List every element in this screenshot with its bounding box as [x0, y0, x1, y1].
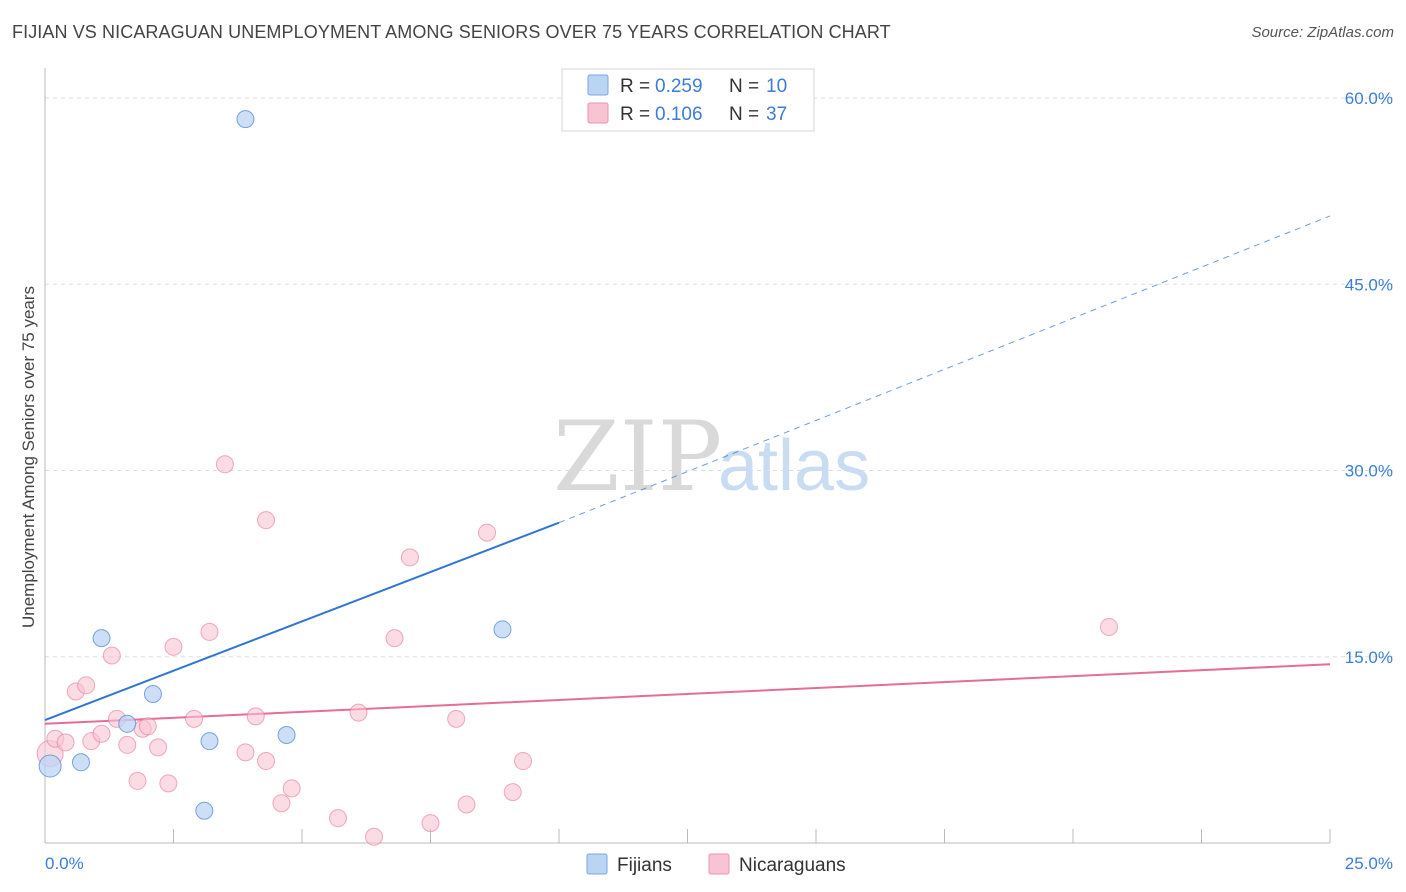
nicaraguans-point: [215, 455, 234, 474]
nicaraguans-point: [128, 771, 147, 790]
chart-title: FIJIAN VS NICARAGUAN UNEMPLOYMENT AMONG …: [12, 22, 891, 42]
legend-fijians-r-value: 0.259: [655, 76, 703, 97]
legend-nicaraguans-r-label: R =: [620, 104, 650, 125]
grid-lines: [45, 97, 1393, 658]
fijians-point: [493, 620, 512, 639]
y-tick-label: 15.0%: [1345, 648, 1393, 667]
source-credit: Source: ZipAtlas.com: [1251, 24, 1394, 41]
fijians-point: [277, 725, 296, 744]
nicaraguans-point: [478, 523, 497, 542]
x-tick-label: 0.0%: [45, 854, 84, 873]
watermark: ZIP atlas: [553, 401, 870, 513]
y-tick-label: 30.0%: [1345, 462, 1393, 481]
nicaraguans-point: [56, 733, 75, 752]
nicaraguans-point: [503, 783, 522, 802]
nicaraguans-point: [257, 752, 276, 771]
bottom-legend-nicaraguans-swatch: [708, 853, 730, 875]
fijians-point: [38, 754, 62, 778]
nicaraguans-point: [514, 752, 533, 771]
bottom-legend: Fijians Nicaraguans: [586, 853, 846, 876]
nicaraguans-point: [328, 809, 347, 828]
nicaraguans-point: [149, 738, 168, 757]
nicaraguans-point: [257, 511, 276, 530]
nicaraguans-point: [447, 709, 466, 728]
fijians-point: [71, 753, 90, 772]
nicaraguans-point: [77, 676, 96, 695]
bottom-legend-fijians-label: Fijians: [617, 855, 672, 876]
nicaraguans-point: [159, 774, 178, 793]
nicaraguans-point: [164, 637, 183, 656]
legend-fijians-n-label: N =: [729, 76, 759, 97]
data-points: [36, 110, 1118, 846]
legend-box: R = 0.259 N = 10 R = 0.106 N = 37: [561, 68, 815, 132]
x-tick-label: 25.0%: [1345, 854, 1393, 873]
watermark-atlas: atlas: [718, 426, 870, 506]
fijians-point: [195, 801, 214, 820]
nicaraguans-point: [200, 622, 219, 641]
watermark-zip: ZIP: [553, 401, 722, 513]
legend-fijians-swatch: [587, 74, 609, 96]
nicaraguans-point: [185, 709, 204, 728]
nicaraguans-point: [457, 795, 476, 814]
nicaraguans-point: [138, 717, 157, 736]
fijians-point: [143, 685, 162, 703]
legend-nicaraguans-n-value: 37: [766, 104, 787, 125]
fijians-point: [200, 732, 219, 751]
nicaraguans-point: [246, 707, 265, 726]
legend-nicaraguans-n-label: N =: [729, 104, 759, 125]
nicaraguans-trend-line: [44, 663, 1331, 725]
y-tick-label: 60.0%: [1345, 89, 1393, 108]
fijians-trend-extension: [558, 215, 1331, 524]
fijians-trend-line: [44, 521, 560, 722]
y-axis-title: Unemployment Among Seniors over 75 years: [19, 286, 38, 628]
fijians-point: [92, 629, 111, 648]
nicaraguans-point: [118, 735, 137, 754]
bottom-legend-fijians-swatch: [586, 853, 608, 875]
legend-fijians-n-value: 10: [766, 76, 787, 97]
legend-nicaraguans-r-value: 0.106: [655, 104, 703, 125]
nicaraguans-point: [349, 703, 368, 722]
nicaraguans-point: [400, 548, 419, 567]
legend-nicaraguans-swatch: [587, 102, 609, 124]
fijians-point: [118, 714, 137, 733]
nicaraguans-point: [272, 794, 291, 813]
bottom-legend-nicaraguans-label: Nicaraguans: [739, 855, 846, 876]
nicaraguans-point: [364, 827, 383, 846]
y-tick-label: 45.0%: [1345, 275, 1393, 294]
nicaraguans-point: [236, 743, 255, 762]
fijians-point: [236, 110, 255, 129]
nicaraguans-point: [385, 629, 404, 648]
nicaraguans-point: [282, 779, 301, 798]
nicaraguans-point: [92, 724, 111, 743]
nicaraguans-point: [1099, 617, 1118, 636]
legend-fijians-r-label: R =: [620, 76, 650, 97]
tick-labels: 15.0% 30.0% 45.0% 60.0% 0.0% 25.0%: [45, 89, 1393, 873]
nicaraguans-point: [102, 646, 121, 665]
